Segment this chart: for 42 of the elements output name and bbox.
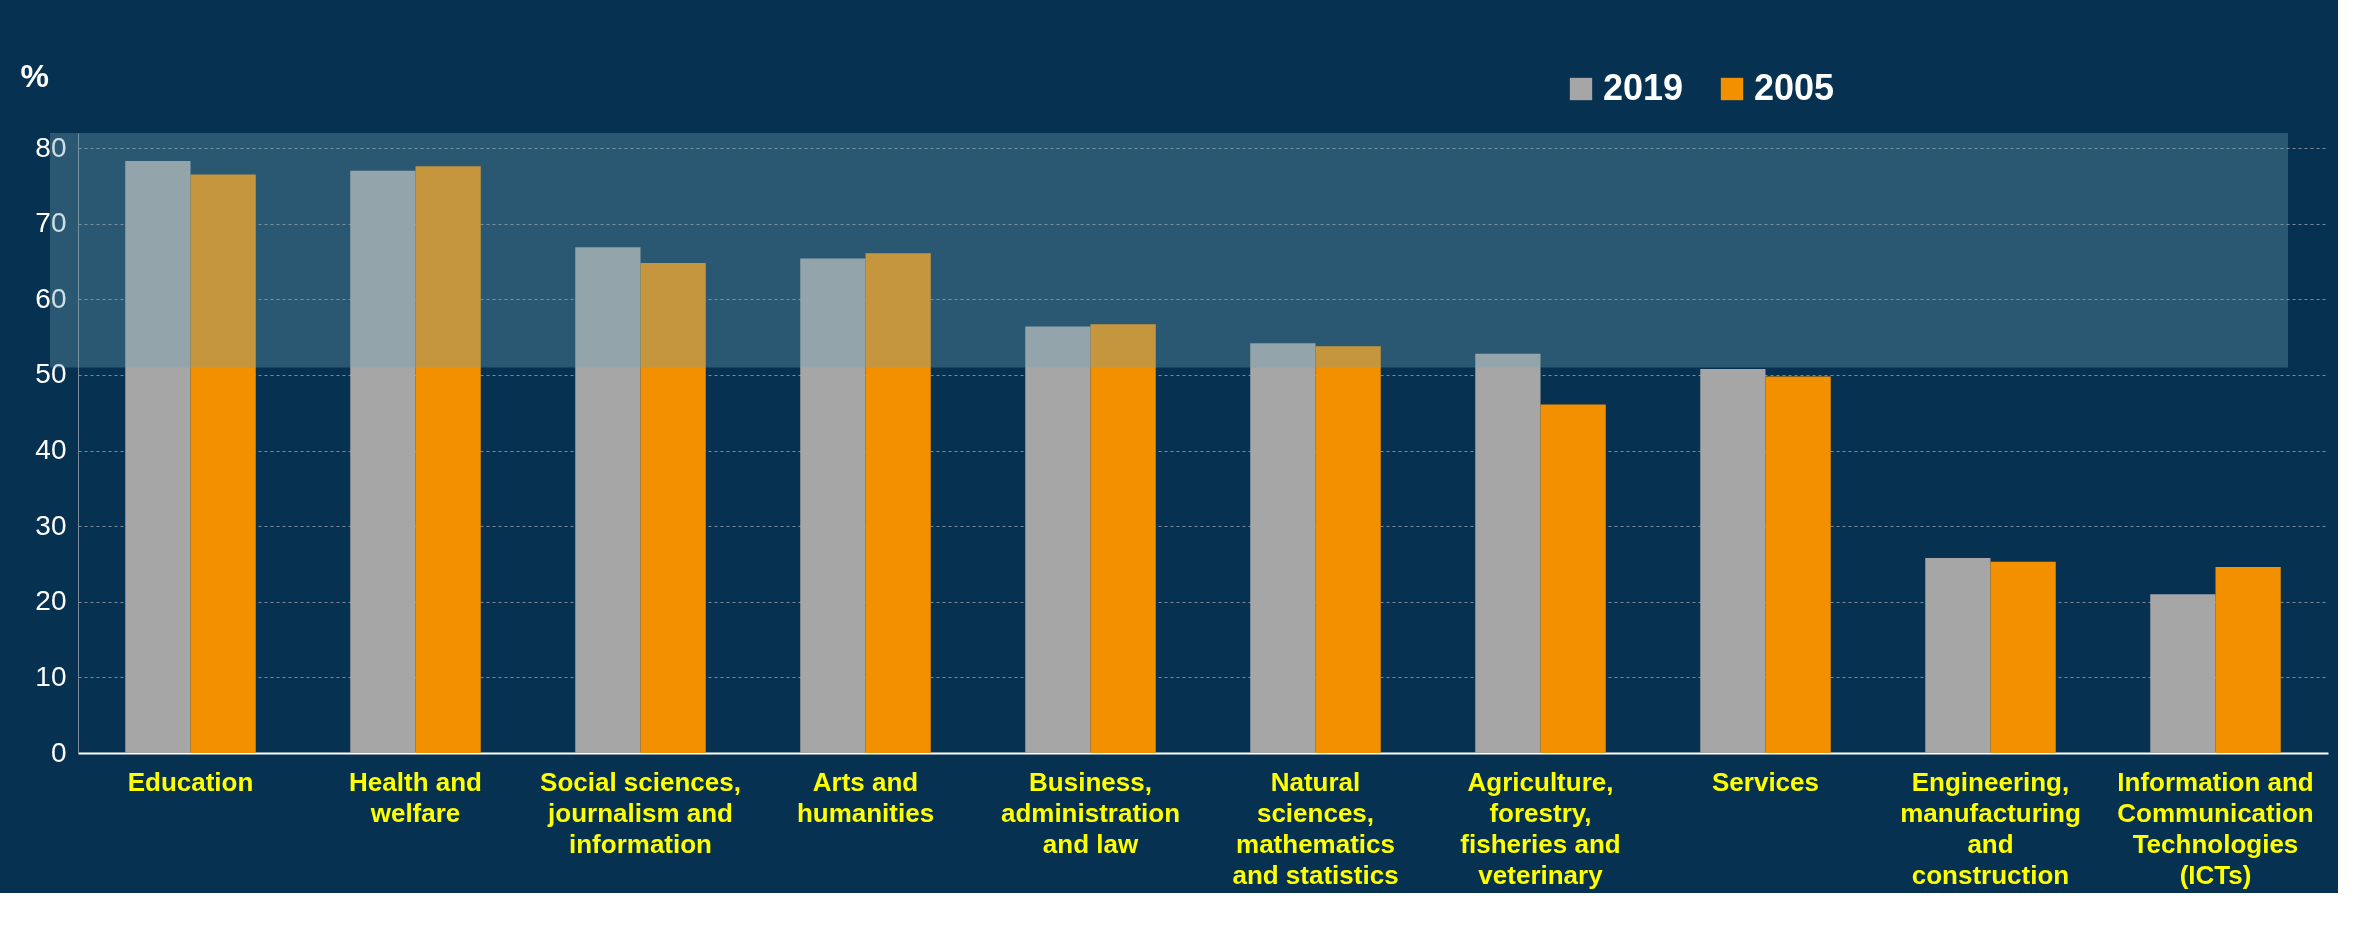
bar [1250, 343, 1316, 753]
bar [1990, 561, 2056, 753]
y-tick-label: 20 [35, 585, 67, 617]
x-tick-label: Information and Communication Technologies (ICTs) [2117, 766, 2314, 890]
y-tick-label: 10 [35, 660, 67, 692]
bar [1025, 326, 1091, 753]
bar [190, 174, 256, 753]
bar [350, 170, 416, 753]
bar [1765, 376, 1831, 753]
legend-label: 2019 [1603, 67, 1684, 108]
bar [2150, 594, 2216, 753]
y-tick-label: 40 [35, 434, 67, 466]
x-tick-label: Education [127, 766, 254, 797]
y-tick-label: 30 [35, 509, 67, 541]
bar [865, 253, 931, 753]
bar [1700, 368, 1766, 753]
bar [415, 166, 481, 753]
bar [1315, 346, 1381, 753]
y-tick-label: 80 [35, 131, 67, 163]
y-tick-label: 60 [35, 282, 67, 314]
bar [1475, 353, 1541, 753]
x-tick-label: Services [1712, 766, 1819, 797]
x-tick-label: Arts and humanities [796, 766, 935, 828]
bar [1090, 324, 1156, 753]
y-tick-label: 0 [50, 736, 67, 768]
x-tick-label: Natural sciences, mathematics and statistics [1232, 766, 1399, 890]
bar [2215, 567, 2281, 753]
y-tick-label: 70 [35, 207, 67, 239]
bar [800, 258, 866, 753]
bar [640, 263, 706, 753]
x-tick-label: Engineering, manufacturing and construction [1900, 766, 2081, 890]
x-tick-label: Agriculture, forestry, fisheries and veterinary [1460, 766, 1621, 890]
bar [1925, 557, 1991, 753]
y-axis-title: % [20, 57, 49, 94]
x-tick-label: Business, administration and law [1000, 766, 1181, 859]
bar [1540, 404, 1606, 753]
x-tick-label: Health and welfare [349, 766, 482, 828]
bar [125, 160, 191, 753]
y-tick-label: 50 [35, 358, 67, 390]
legend-label: 2005 [1754, 67, 1835, 108]
bar [575, 247, 641, 753]
x-tick-label: Social sciences, journalism and information [540, 766, 741, 859]
